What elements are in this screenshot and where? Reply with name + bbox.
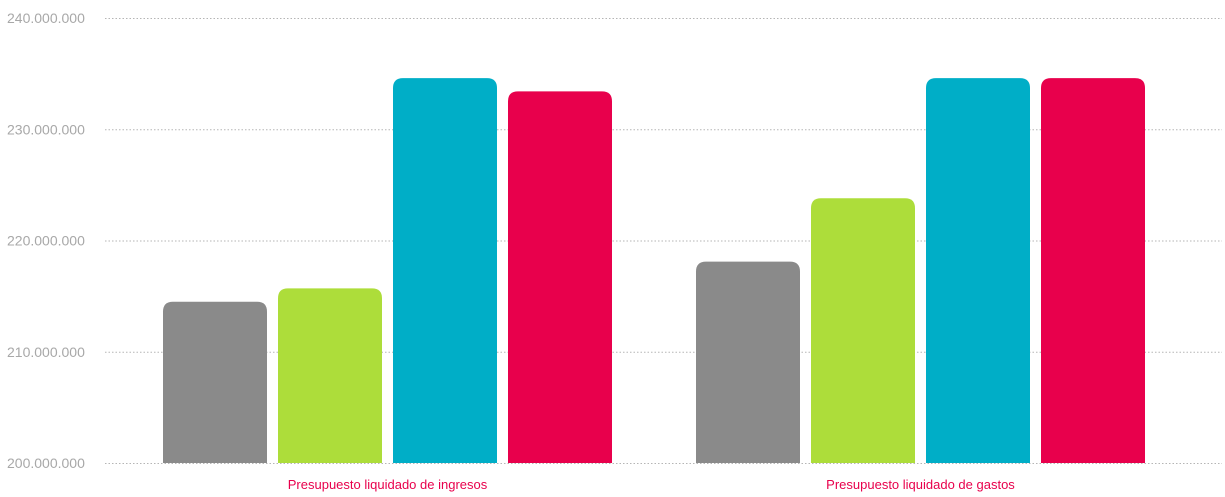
- category-label: Presupuesto liquidado de ingresos: [288, 477, 488, 492]
- bar: [393, 78, 497, 463]
- category-labels: Presupuesto liquidado de ingresos Presupu…: [288, 477, 1016, 492]
- bar: [278, 288, 382, 463]
- bar: [508, 91, 612, 464]
- y-axis-tick-labels: 200.000.000 210.000.000 220.000.000 230.000…: [7, 10, 85, 471]
- y-tick-label: 210.000.000: [7, 344, 85, 360]
- bar: [1041, 78, 1145, 463]
- bar: [926, 78, 1030, 463]
- y-tick-label: 240.000.000: [7, 10, 85, 26]
- y-tick-label: 200.000.000: [7, 455, 85, 471]
- bars: [163, 78, 1145, 464]
- bar: [163, 301, 267, 463]
- y-tick-label: 230.000.000: [7, 121, 85, 137]
- bar: [696, 261, 800, 463]
- bar: [811, 198, 915, 463]
- category-label: Presupuesto liquidado de gastos: [826, 477, 1015, 492]
- y-tick-label: 220.000.000: [7, 233, 85, 249]
